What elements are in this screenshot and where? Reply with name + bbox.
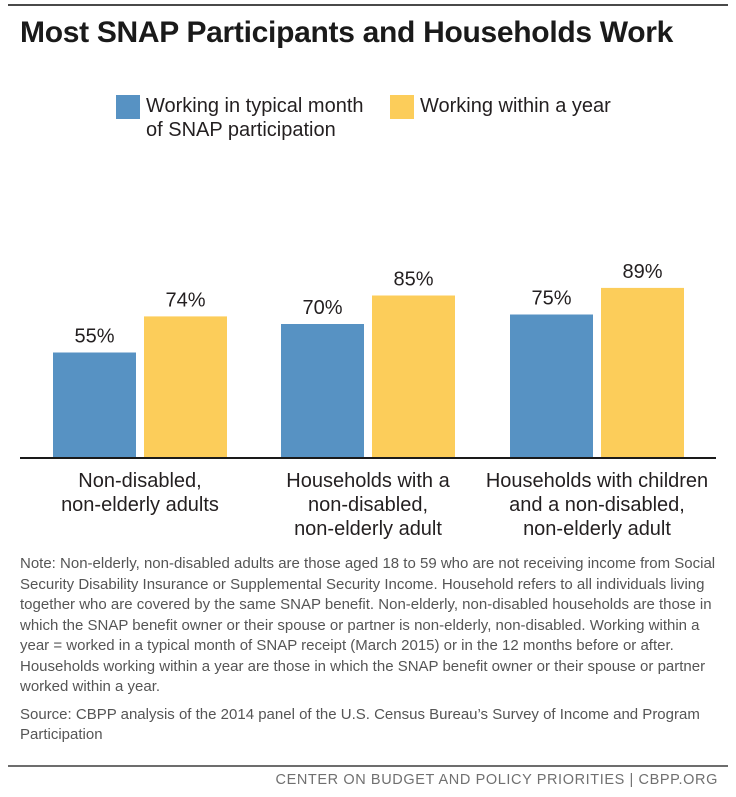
category-label: Households with a non-disabled, non-elderl… bbox=[286, 470, 450, 540]
legend-label: Working within a year bbox=[420, 95, 611, 117]
bar-series-0-cat-0 bbox=[53, 352, 136, 457]
data-label: 74% bbox=[165, 289, 205, 311]
top-rule bbox=[8, 4, 728, 6]
data-label: 75% bbox=[531, 288, 571, 310]
legend-item-within-year: Working within a year bbox=[390, 94, 690, 119]
data-label: 85% bbox=[393, 269, 433, 291]
legend-swatch-yellow bbox=[390, 95, 414, 119]
category-label: Households with children and a non-disabl… bbox=[486, 470, 708, 540]
data-label: 89% bbox=[622, 261, 662, 283]
footer-credit: CENTER ON BUDGET AND POLICY PRIORITIES |… bbox=[275, 772, 718, 788]
bar-chart: 55% 74% Non-disabled, non-elderly adults 70%… bbox=[20, 261, 716, 540]
chart-title: Most SNAP Participants and Households Wo… bbox=[20, 16, 674, 49]
data-label: 55% bbox=[74, 326, 114, 348]
legend-label: Working in typical month of SNAP partici… bbox=[146, 95, 364, 141]
bar-series-1-cat-1 bbox=[372, 295, 455, 457]
bar-series-0-cat-1 bbox=[281, 324, 364, 457]
bar-series-1-cat-0 bbox=[144, 316, 227, 457]
bottom-rule bbox=[8, 765, 728, 767]
source-text: Source: CBPP analysis of the 2014 panel … bbox=[20, 705, 700, 744]
legend-swatch-blue bbox=[116, 95, 140, 119]
bar-series-0-cat-2 bbox=[510, 314, 593, 457]
legend-item-typical-month: Working in typical month of SNAP partici… bbox=[116, 94, 386, 142]
category-label: Non-disabled, non-elderly adults bbox=[61, 470, 219, 516]
bar-series-1-cat-2 bbox=[601, 287, 684, 457]
notes-block: Note: Non-elderly, non-disabled adults a… bbox=[20, 554, 720, 746]
note-text: Note: Non-elderly, non-disabled adults a… bbox=[20, 555, 716, 695]
data-label: 70% bbox=[302, 297, 342, 319]
